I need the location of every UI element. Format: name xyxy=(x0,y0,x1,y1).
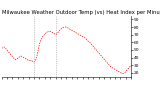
Text: Milwaukee Weather Outdoor Temp (vs) Heat Index per Minute (Last 24 Hours): Milwaukee Weather Outdoor Temp (vs) Heat… xyxy=(2,10,160,15)
